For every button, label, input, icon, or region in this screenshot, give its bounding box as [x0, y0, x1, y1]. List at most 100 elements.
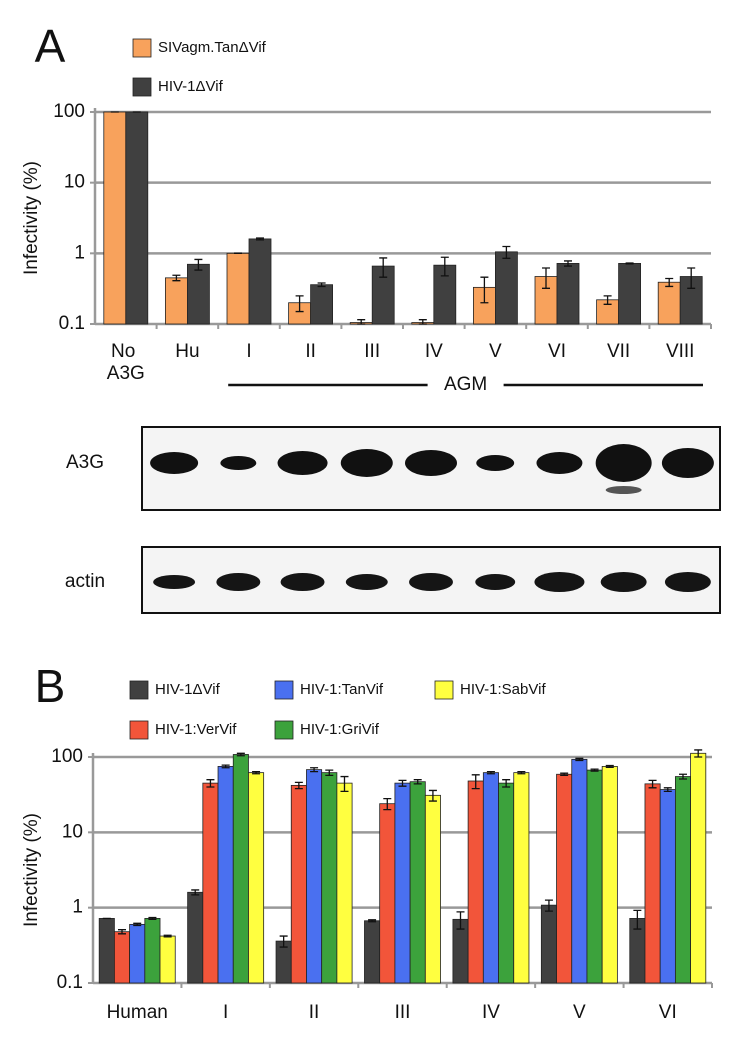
blot-band [405, 450, 457, 476]
error-bar [590, 768, 599, 772]
panel-label: A [35, 20, 66, 72]
x-tick-label: VI [659, 1002, 677, 1023]
error-bar [648, 779, 657, 789]
error-bar [413, 779, 422, 785]
bar [498, 782, 515, 984]
bar [571, 758, 588, 984]
bar [217, 766, 234, 984]
bar [321, 772, 338, 984]
x-tick-label: III [364, 341, 380, 362]
error-bar [517, 770, 526, 775]
error-bar [560, 772, 569, 777]
error-bar [295, 295, 304, 313]
error-bar [194, 258, 203, 271]
error-bar [502, 779, 511, 788]
bar [657, 281, 681, 325]
legend-swatch [434, 680, 454, 700]
x-tick-label: II [305, 341, 316, 362]
bar [306, 769, 323, 984]
error-bar [325, 769, 334, 777]
legend-swatch [129, 720, 149, 740]
error-bar [542, 267, 550, 289]
blot-band [153, 575, 196, 589]
y-tick-label: 0.1 [59, 313, 85, 334]
x-tick-label: I [223, 1002, 228, 1023]
legend-label: HIV-1:SabVif [460, 681, 546, 698]
error-bar [252, 770, 261, 775]
bar [232, 754, 249, 984]
legend-label: SIVagm.TanΔVif [158, 39, 267, 56]
bar [226, 252, 250, 325]
y-tick-label: 1 [72, 897, 83, 918]
bar [690, 752, 707, 984]
y-axis-label: Infectivity (%) [21, 813, 42, 927]
error-bar [148, 916, 157, 920]
legend-swatch [129, 680, 149, 700]
error-bar [605, 764, 614, 768]
x-tick-label: Human [107, 1002, 168, 1023]
error-bar [633, 909, 642, 930]
y-tick-label: 1 [74, 242, 85, 263]
bar [113, 931, 131, 984]
bar [98, 918, 115, 984]
error-bar [383, 797, 392, 811]
bar [144, 918, 161, 984]
legend-swatch [274, 680, 294, 700]
error-bar [317, 282, 326, 288]
bar [556, 773, 573, 984]
bar [248, 238, 272, 325]
error-bar [663, 787, 672, 792]
error-bar [486, 770, 495, 775]
blot-band [534, 572, 585, 592]
blot-band [409, 573, 453, 591]
bar [164, 277, 188, 325]
legend-swatch [274, 720, 294, 740]
bar [125, 111, 149, 325]
bar [248, 772, 265, 984]
error-bar [502, 245, 511, 259]
legend-label: HIV-1ΔVif [155, 681, 221, 698]
x-tick-label: IV [482, 1002, 500, 1023]
bar [409, 781, 426, 984]
error-bar [206, 779, 215, 788]
error-bar [379, 257, 388, 278]
bar [513, 772, 530, 984]
bar [674, 776, 692, 984]
x-tick-label: V [489, 341, 502, 362]
blot-band [605, 486, 642, 494]
error-bar [191, 889, 200, 896]
error-bar [665, 277, 674, 288]
error-bar [398, 779, 407, 787]
legend-swatch [132, 38, 152, 58]
x-tick-label: II [309, 1002, 320, 1023]
blot-label: A3G [66, 452, 104, 473]
error-bar [118, 929, 127, 935]
error-bar [294, 781, 303, 790]
group-label: AGM [444, 374, 487, 395]
blot-band [150, 452, 199, 474]
x-tick-label: Hu [175, 341, 199, 362]
x-tick-label: IV [425, 341, 443, 362]
bar [659, 789, 676, 984]
y-tick-label: 0.1 [57, 972, 83, 993]
blot-band [280, 573, 325, 591]
error-bar [279, 935, 288, 948]
x-tick-label: III [395, 1002, 411, 1023]
legend-swatch [132, 77, 152, 97]
bar [618, 263, 641, 325]
x-tick-label: VI [548, 341, 566, 362]
bar [586, 769, 603, 984]
x-tick-label: I [246, 341, 251, 362]
error-bar [357, 319, 366, 325]
bar [186, 263, 210, 325]
y-tick-label: 100 [51, 746, 83, 767]
error-bar [221, 764, 230, 769]
error-bar [575, 757, 584, 762]
error-bar [428, 789, 437, 802]
bar [310, 284, 334, 325]
y-tick-label: 10 [64, 172, 85, 193]
blot-band [340, 449, 393, 477]
blot-band [345, 574, 388, 590]
blot-band [600, 572, 647, 592]
